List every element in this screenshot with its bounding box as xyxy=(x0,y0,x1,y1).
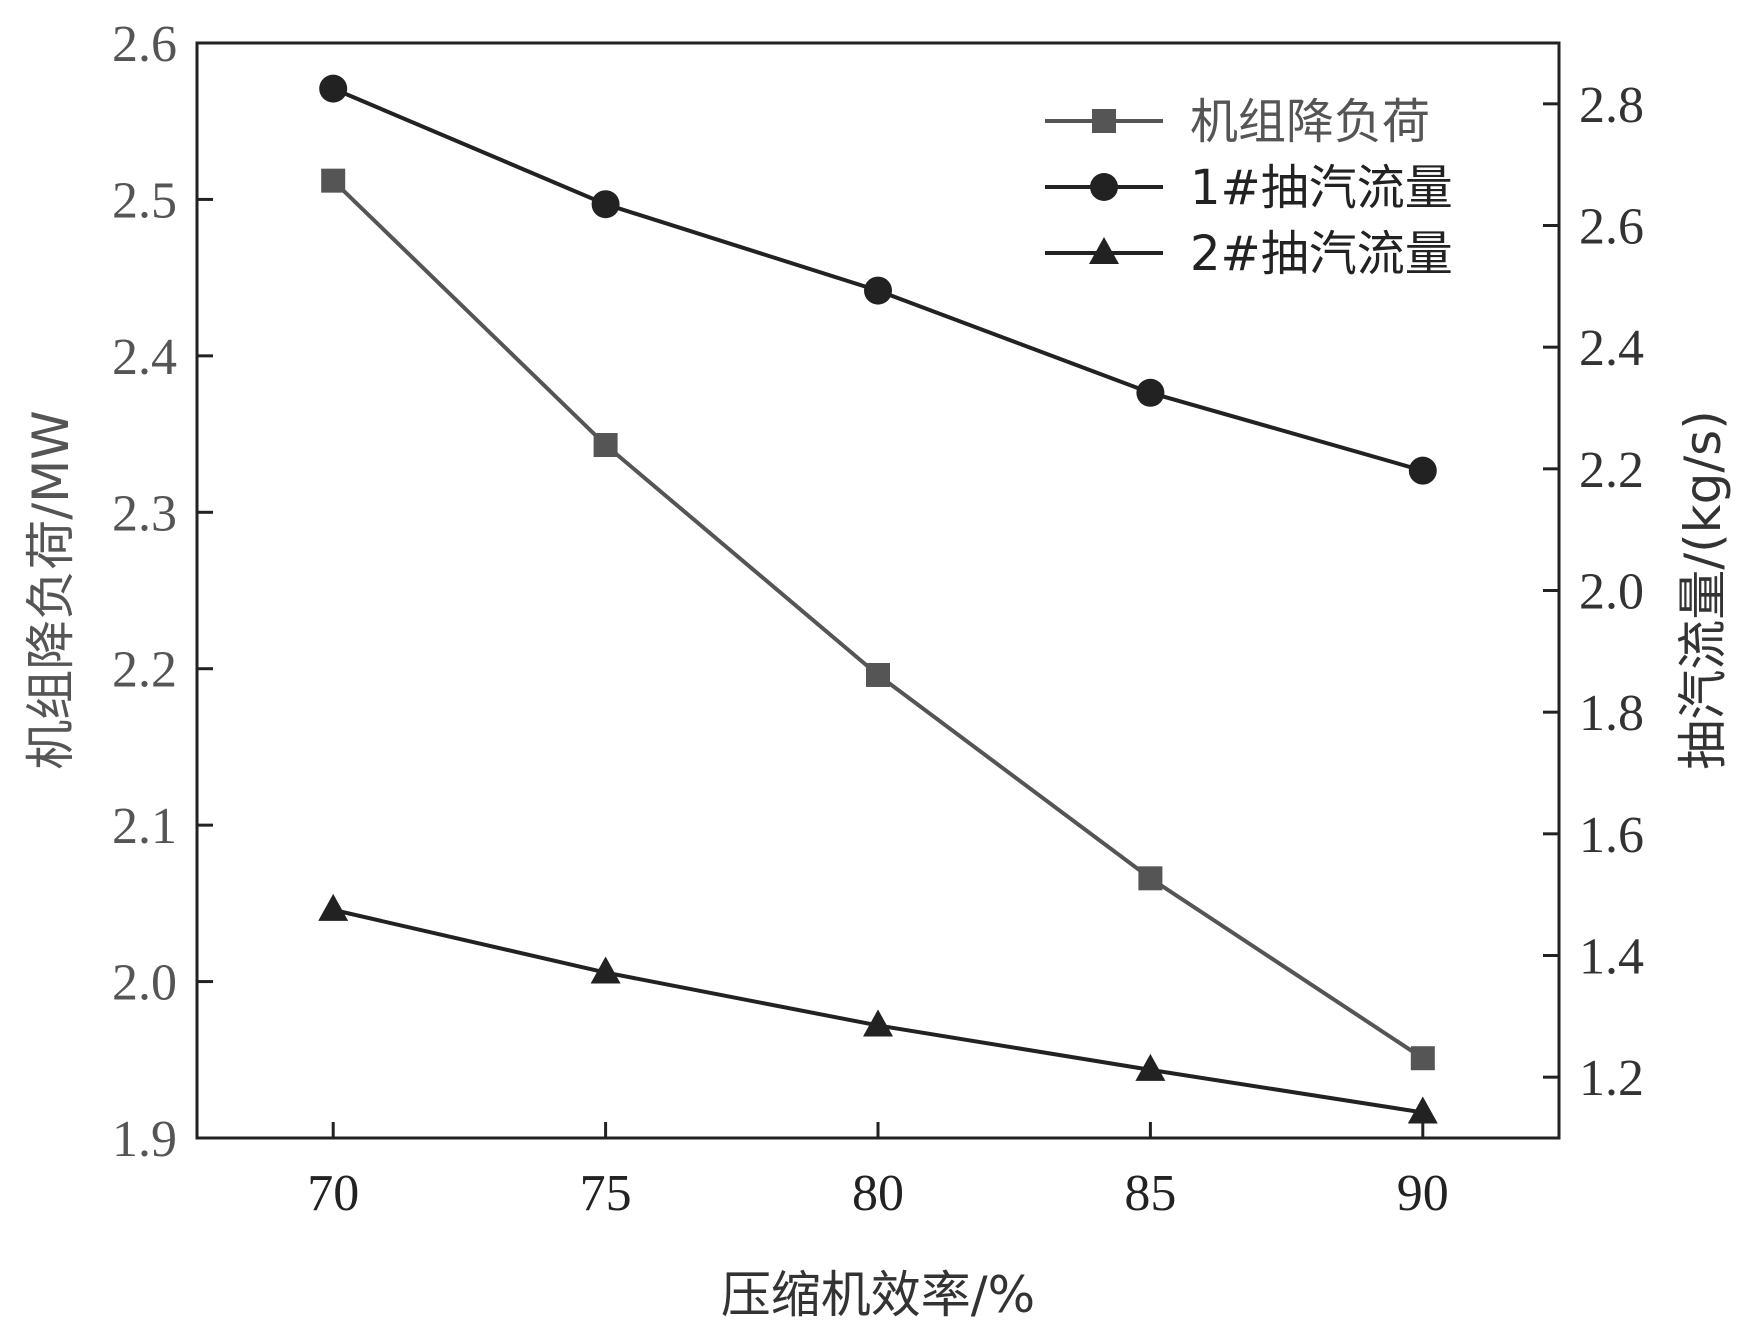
legend-marker xyxy=(1092,109,1116,133)
y-left-tick-label: 1.9 xyxy=(112,1111,177,1168)
legend-label: 2#抽汽流量 xyxy=(1190,226,1453,282)
legend-marker xyxy=(1089,237,1119,264)
y-left-axis-title: 机组降负荷/MW xyxy=(22,410,80,769)
y-right-tick-label: 2.0 xyxy=(1579,564,1644,621)
y-right-tick-label: 2.6 xyxy=(1579,199,1644,256)
data-point xyxy=(319,74,348,103)
data-point xyxy=(1407,1096,1438,1124)
y-right-axis-title: 抽汽流量/(kg/s) xyxy=(1674,410,1732,769)
legend-item: 2#抽汽流量 xyxy=(1045,226,1453,282)
y-right-tick-label: 1.2 xyxy=(1579,1050,1644,1107)
series-1 xyxy=(319,74,1437,485)
y-left-tick-label: 2.3 xyxy=(112,485,177,542)
y-right-tick-label: 2.4 xyxy=(1579,320,1644,377)
ticks-group: 70 75 80 85 90 1.9 2.0 2.1 2.2 2.3 2.4 2.5 2.6 1.2 1.4… xyxy=(112,16,1644,1222)
x-tick-label: 80 xyxy=(852,1165,904,1222)
x-axis-title: 压缩机效率/% xyxy=(721,1266,1035,1324)
y-right-tick-label: 1.6 xyxy=(1579,807,1644,864)
data-point xyxy=(863,1009,893,1037)
data-point xyxy=(318,893,349,921)
data-point xyxy=(321,168,346,193)
y-right-tick-label: 1.8 xyxy=(1579,685,1644,742)
y-left-tick-label: 2.2 xyxy=(112,642,177,699)
y-right-tick-label: 2.2 xyxy=(1579,442,1644,499)
data-point xyxy=(1410,1046,1435,1071)
data-point xyxy=(866,662,890,687)
y-right-tick-label: 1.4 xyxy=(1579,929,1644,986)
y-left-tick-label: 2.0 xyxy=(112,955,177,1012)
y-left-tick-label: 2.6 xyxy=(112,16,177,73)
y-right-tick-label: 2.8 xyxy=(1579,77,1644,134)
x-tick-label: 90 xyxy=(1397,1165,1449,1222)
y-left-tick-label: 2.1 xyxy=(112,798,177,855)
x-tick-label: 75 xyxy=(580,1165,632,1222)
legend: 机组降负荷 1#抽汽流量 2#抽汽流量 xyxy=(1045,94,1453,282)
series-0 xyxy=(321,168,1435,1071)
legend-item: 1#抽汽流量 xyxy=(1045,160,1453,216)
series-group xyxy=(318,74,1438,1124)
y-left-tick-label: 2.5 xyxy=(112,172,177,229)
series-2 xyxy=(318,893,1438,1124)
x-tick-label: 70 xyxy=(307,1165,359,1222)
y-left-tick-label: 2.4 xyxy=(112,329,177,386)
series-line xyxy=(331,179,1424,1060)
legend-item: 机组降负荷 xyxy=(1045,94,1430,150)
legend-marker xyxy=(1090,173,1118,201)
data-point xyxy=(864,276,892,305)
data-point xyxy=(1138,866,1163,891)
data-point xyxy=(1135,1053,1166,1081)
data-point xyxy=(1136,378,1165,407)
data-point xyxy=(591,190,620,219)
data-point xyxy=(590,956,621,984)
data-point xyxy=(1408,456,1437,485)
data-point xyxy=(593,433,618,458)
x-tick-label: 85 xyxy=(1124,1165,1176,1222)
legend-label: 1#抽汽流量 xyxy=(1190,160,1453,216)
legend-label: 机组降负荷 xyxy=(1190,94,1430,150)
